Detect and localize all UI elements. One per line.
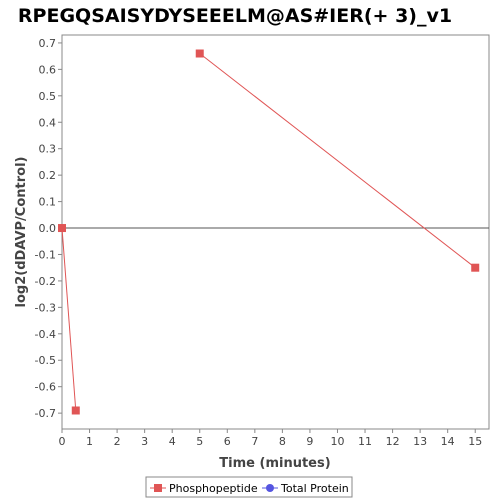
legend-label-total-protein: Total Protein: [280, 482, 349, 495]
x-tick-label: 1: [86, 435, 93, 448]
y-tick-label: 0.0: [39, 222, 57, 235]
legend-marker-phosphopeptide: [154, 484, 162, 492]
x-tick-label: 13: [413, 435, 427, 448]
x-axis: 0 1 2 3 4 5 6 7 8 9 10 11 12 13 14 15: [59, 429, 482, 448]
data-point: [71, 406, 80, 415]
y-axis: 0.7 0.6 0.5 0.4 0.3 0.2 0.1 0.0 -0.1 -0.2 -0.3 -0.4…: [35, 37, 62, 420]
y-tick-label: -0.2: [35, 275, 56, 288]
legend-marker-total-protein: [266, 484, 274, 492]
y-tick-label: -0.6: [35, 381, 56, 394]
x-axis-label: Time (minutes): [219, 456, 330, 471]
x-tick-label: 11: [358, 435, 372, 448]
data-point: [195, 49, 204, 58]
y-tick-label: -0.4: [35, 328, 56, 341]
y-tick-label: 0.1: [39, 196, 57, 209]
x-tick-label: 12: [386, 435, 400, 448]
legend: Phosphopeptide Total Protein: [145, 476, 353, 498]
x-tick-label: 4: [169, 435, 176, 448]
y-tick-label: 0.4: [39, 116, 57, 129]
data-point: [58, 224, 66, 233]
x-tick-label: 5: [196, 435, 203, 448]
y-tick-label: -0.1: [35, 248, 56, 261]
y-tick-label: 0.5: [39, 90, 57, 103]
series-layer: [58, 49, 480, 415]
y-tick-label: 0.3: [39, 143, 57, 156]
y-tick-label: -0.5: [35, 354, 56, 367]
x-tick-label: 14: [441, 435, 455, 448]
y-axis-label: log2(dDAVP/Control): [14, 157, 29, 308]
x-tick-label: 15: [468, 435, 482, 448]
y-tick-label: -0.3: [35, 301, 56, 314]
x-tick-label: 6: [224, 435, 231, 448]
legend-label-phosphopeptide: Phosphopeptide: [169, 482, 258, 495]
y-tick-label: -0.7: [35, 407, 56, 420]
x-tick-label: 9: [306, 435, 313, 448]
x-tick-label: 8: [279, 435, 286, 448]
plot-area: [61, 34, 490, 430]
x-tick-label: 0: [59, 435, 66, 448]
chart-title: RPEGQSAISYDYSEEELM@AS#IER(+ 3)_v1: [18, 5, 452, 27]
y-tick-label: 0.6: [39, 63, 57, 76]
y-tick-label: 0.7: [39, 37, 57, 50]
y-tick-label: 0.2: [39, 169, 57, 182]
x-tick-label: 3: [141, 435, 148, 448]
x-tick-label: 7: [251, 435, 258, 448]
x-tick-label: 2: [114, 435, 121, 448]
legend-box: [145, 476, 353, 498]
series-line-0: [199, 53, 476, 269]
data-point: [471, 263, 480, 272]
series-line-0: [61, 227, 77, 411]
x-tick-label: 10: [330, 435, 344, 448]
